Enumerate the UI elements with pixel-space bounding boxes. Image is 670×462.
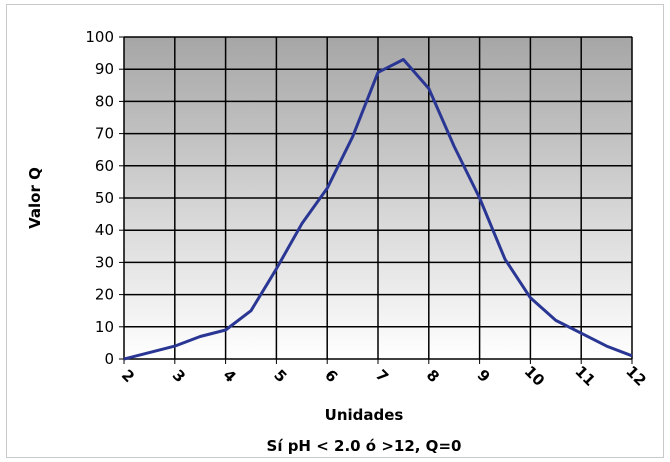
x-tick-label: 6 <box>321 366 341 386</box>
series-line <box>123 58 633 361</box>
y-tick-label: 70 <box>95 125 114 143</box>
y-tick-label: 10 <box>95 318 114 336</box>
y-tick-label: 90 <box>95 60 114 78</box>
x-tick-label: 11 <box>571 362 598 389</box>
x-tick-label: 5 <box>270 366 290 386</box>
x-axis-title: Unidades <box>325 406 404 424</box>
x-tick-label: 12 <box>622 362 649 389</box>
y-tick-label: 30 <box>95 253 114 271</box>
chart-note: Sí pH < 2.0 ó >12, Q=0 <box>267 437 462 455</box>
y-axis-ticks: 0 10 20 30 40 50 60 70 80 90 100 <box>85 28 114 368</box>
x-tick-label: 7 <box>372 366 392 386</box>
ph-q-value-chart: 0 10 20 30 40 50 60 70 80 90 100 2 3 4 5 6 7 8 9 10 11 12 Va… <box>26 28 650 455</box>
y-tick-label: 100 <box>85 28 114 46</box>
y-tick-label: 80 <box>95 92 114 110</box>
x-tick-label: 3 <box>169 366 189 386</box>
x-tick-label: 10 <box>521 362 548 389</box>
x-tick-label: 8 <box>423 366 443 386</box>
x-tick-label: 2 <box>118 366 138 386</box>
gridlines <box>119 36 633 364</box>
y-tick-label: 20 <box>95 286 114 304</box>
chart-frame: 0 10 20 30 40 50 60 70 80 90 100 2 3 4 5 6 7 8 9 10 11 12 Va… <box>6 4 664 458</box>
x-axis-ticks: 2 3 4 5 6 7 8 9 10 11 12 <box>118 362 650 389</box>
x-tick-label: 4 <box>220 366 240 386</box>
y-axis-title: Valor Q <box>26 167 44 229</box>
y-tick-label: 0 <box>104 350 114 368</box>
y-tick-label: 60 <box>95 157 114 175</box>
y-tick-label: 40 <box>95 221 114 239</box>
y-tick-label: 50 <box>95 189 114 207</box>
x-tick-label: 9 <box>474 366 494 386</box>
